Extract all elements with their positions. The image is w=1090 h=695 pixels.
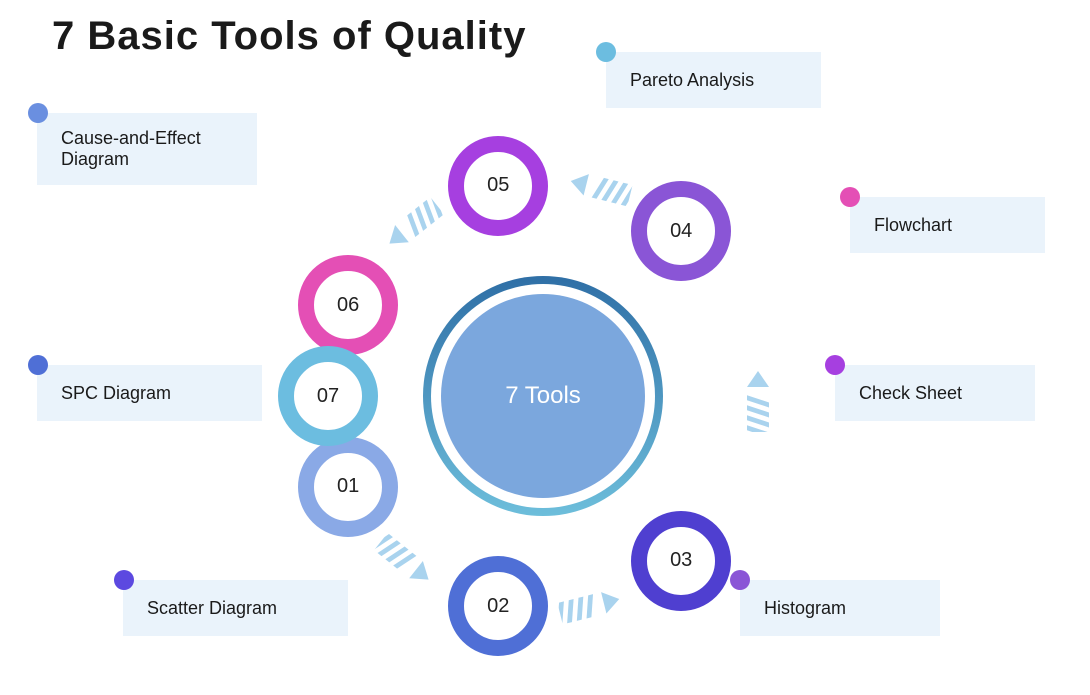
page-title: 7 Basic Tools of Quality — [52, 14, 526, 59]
flow-arrow-icon — [372, 194, 447, 262]
node-number: 02 — [487, 595, 509, 618]
label-text: Check Sheet — [859, 383, 962, 404]
label-dot-icon — [730, 570, 750, 590]
node-04: 04 — [631, 181, 731, 281]
label-text: Histogram — [764, 598, 846, 619]
flow-arrow-icon — [372, 530, 447, 598]
node-number: 01 — [337, 475, 359, 498]
hub-center: 7 Tools — [441, 294, 645, 498]
flow-arrow-icon — [743, 360, 773, 432]
node-06: 06 — [298, 255, 398, 355]
node-number: 05 — [487, 174, 509, 197]
node-number: 03 — [670, 549, 692, 572]
node-07: 07 — [278, 346, 378, 446]
label-dot-icon — [28, 103, 48, 123]
label-box-05: Check Sheet — [835, 365, 1035, 421]
label-text: Pareto Analysis — [630, 70, 754, 91]
label-dot-icon — [596, 42, 616, 62]
label-dot-icon — [840, 187, 860, 207]
label-box-01: Cause-and-Effect Diagram — [37, 113, 257, 185]
label-box-03: Scatter Diagram — [123, 580, 348, 636]
flow-arrow-icon — [556, 581, 633, 628]
node-number: 04 — [670, 220, 692, 243]
hub-label: 7 Tools — [505, 382, 581, 410]
label-text: Flowchart — [874, 215, 952, 236]
node-02: 02 — [448, 556, 548, 656]
label-box-04: Histogram — [740, 580, 940, 636]
label-text: SPC Diagram — [61, 383, 171, 404]
node-05: 05 — [448, 136, 548, 236]
node-03: 03 — [631, 511, 731, 611]
node-number: 07 — [317, 385, 339, 408]
node-01: 01 — [298, 437, 398, 537]
label-dot-icon — [825, 355, 845, 375]
flow-arrow-icon — [556, 164, 633, 211]
label-box-07: Pareto Analysis — [606, 52, 821, 108]
label-dot-icon — [114, 570, 134, 590]
diagram-stage: 7 Basic Tools of Quality 7 Tools 01 02 03 0… — [0, 0, 1090, 695]
label-text: Cause-and-Effect Diagram — [61, 128, 239, 170]
label-dot-icon — [28, 355, 48, 375]
label-box-06: Flowchart — [850, 197, 1045, 253]
label-text: Scatter Diagram — [147, 598, 277, 619]
label-box-02: SPC Diagram — [37, 365, 262, 421]
node-number: 06 — [337, 294, 359, 317]
